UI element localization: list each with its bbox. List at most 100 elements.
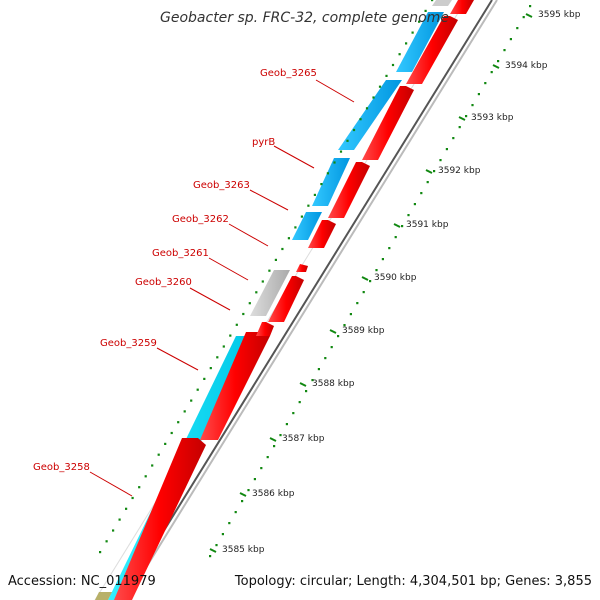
tick-dot (369, 280, 372, 283)
tick-dot (339, 150, 343, 153)
tick-dot (337, 335, 340, 338)
tick-dot (247, 489, 250, 492)
tick-dot (420, 192, 423, 195)
gene-feature-blue-1 (292, 212, 322, 240)
tick-dot (359, 118, 362, 121)
gene-feature-blue-4 (396, 12, 444, 72)
tick-dot (388, 247, 391, 250)
tick-dot (112, 529, 115, 532)
gene-label: pyrB (252, 137, 276, 148)
tick-row-inner (99, 0, 434, 554)
ruler-label: 3590 kbp (374, 273, 417, 283)
gene-feature-red-10 (450, 0, 474, 14)
tick-dot (381, 258, 384, 261)
gene-label-leader (189, 287, 231, 311)
gene-label: Geob_3259 (100, 338, 157, 349)
tick-dot (157, 453, 160, 456)
tick-dot (261, 280, 264, 283)
tick-dot (378, 85, 382, 88)
tick-dot (242, 312, 245, 316)
tick-dot (375, 269, 378, 272)
tick-dot (413, 203, 416, 206)
tick-dot (253, 478, 256, 481)
tick-dot (260, 467, 263, 470)
tick-dot (426, 181, 429, 184)
tick-dot (273, 445, 276, 448)
tick-dot (490, 71, 493, 74)
tick-dot (203, 377, 206, 380)
gene-feature-blue-3 (338, 80, 402, 150)
gene-feature-red-5 (296, 264, 308, 272)
gene-feature-red-2 (200, 332, 270, 440)
ruler-label: 3589 kbp (342, 326, 385, 336)
forward-strand-genes (114, 0, 474, 600)
tick-dot (433, 170, 436, 173)
tick-dot (398, 53, 401, 56)
gene-feature-red-8 (362, 86, 414, 160)
tick-dot (105, 540, 108, 543)
tick-dot (405, 42, 408, 45)
tick-dot (285, 423, 288, 426)
ruler-major-tick (458, 116, 466, 121)
tick-dot (372, 96, 375, 99)
gene-feature-red-4 (268, 276, 304, 322)
gene-feature-red-1 (114, 438, 206, 600)
tick-dot (118, 518, 121, 521)
tick-dot (255, 291, 258, 294)
gene-label-leader (89, 471, 133, 497)
tick-dot (216, 356, 219, 359)
gene-label-leader (315, 79, 355, 103)
tick-dot (125, 507, 128, 510)
tick-dot (362, 291, 365, 294)
ruler-major-tick (299, 382, 307, 387)
tick-dot (407, 214, 410, 217)
gene-label-leaders (89, 79, 355, 497)
gene-feature-red-9 (406, 16, 458, 84)
tick-dot (418, 20, 421, 23)
tick-dot (196, 388, 199, 391)
ruler-major-tick (269, 437, 277, 442)
tick-dot (209, 367, 212, 370)
ruler-major-tick (393, 223, 401, 228)
tick-dot (324, 357, 327, 360)
tick-dot (229, 334, 232, 337)
tick-dot (131, 496, 134, 500)
tick-dot (281, 247, 284, 251)
tick-dot (333, 161, 336, 164)
tick-dot (313, 193, 316, 196)
tick-dot (222, 345, 225, 348)
tick-dot (477, 93, 480, 96)
tick-dot (300, 215, 303, 218)
gene-label-leader (208, 257, 249, 281)
gene-feature-olive (95, 592, 112, 600)
gene-feature-red-3 (256, 322, 274, 336)
gene-label-leader (156, 347, 199, 371)
tick-row-outer (209, 5, 533, 558)
tick-dot (522, 16, 525, 19)
tick-dot (458, 126, 461, 129)
ruler-major-tick (329, 329, 337, 334)
tick-dot (516, 27, 519, 30)
tick-dot (99, 551, 102, 554)
map-title: Geobacter sp. FRC-32, complete genome (160, 10, 449, 26)
tick-dot (298, 401, 301, 404)
tick-dot (235, 323, 238, 326)
gene-label-leader (273, 145, 315, 169)
tick-dot (241, 500, 244, 503)
tick-dot (352, 128, 356, 132)
tick-dot (234, 511, 237, 514)
tick-dot (484, 82, 487, 85)
accession-text: Accession: NC_011979 (8, 574, 156, 589)
tick-dot (177, 421, 180, 424)
gene-label-leader (249, 189, 289, 211)
gene-label-leader (228, 223, 269, 247)
tick-dot (317, 368, 320, 371)
gene-label: Geob_3263 (193, 180, 250, 191)
tick-dot (292, 412, 295, 415)
tick-dot (465, 115, 468, 118)
tick-dot (279, 434, 282, 437)
tick-dot (320, 183, 323, 186)
tick-dot (151, 464, 154, 467)
